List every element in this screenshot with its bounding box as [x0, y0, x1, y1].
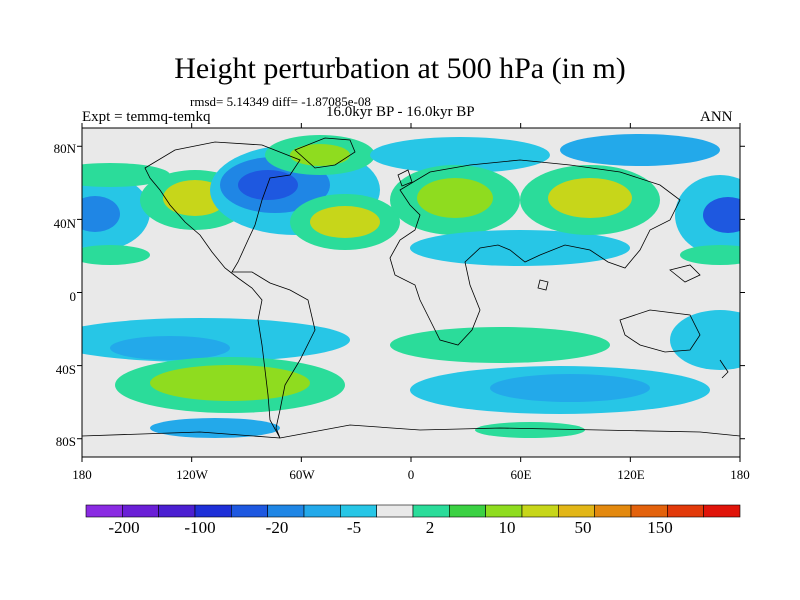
colorbar-swatch [194, 504, 232, 518]
lat-label: 40S [55, 362, 76, 377]
contour-band [670, 310, 740, 370]
contour-band [238, 170, 298, 200]
lat-label: 40N [53, 216, 76, 231]
colorbar-swatch [558, 504, 595, 518]
colorbar-label: 150 [647, 518, 673, 537]
experiment-label: Expt = temmq-temkq [82, 109, 211, 125]
colorbar-swatch [158, 504, 196, 518]
lon-label: 0 [407, 467, 415, 482]
season-label: ANN [700, 109, 733, 125]
contour-band [150, 365, 310, 401]
period-label: 16.0kyr BP - 16.0kyr BP [326, 104, 475, 120]
lon-label: 60E [510, 467, 532, 482]
colorbar-label: -20 [265, 518, 289, 537]
lon-label: 180 [72, 467, 92, 482]
colorbar [85, 504, 741, 518]
contour-band [110, 336, 230, 360]
colorbar-swatch [267, 504, 305, 518]
colorbar-swatch [231, 504, 268, 518]
lon-label: 180 [730, 467, 750, 482]
lat-label: 80S [55, 434, 76, 449]
contour-band [475, 422, 585, 438]
plot-title: Height perturbation at 500 hPa (in m) [174, 52, 626, 85]
colorbar-swatch [667, 504, 704, 518]
lon-label: 120E [617, 467, 645, 482]
colorbar-label: 2 [425, 518, 435, 537]
contour-band [82, 163, 170, 187]
colorbar-swatch [85, 504, 123, 518]
colorbar-swatch [122, 504, 159, 518]
colorbar-swatch [303, 504, 341, 518]
contour-band [703, 197, 740, 233]
colorbar-swatch [594, 504, 632, 518]
colorbar-label: -5 [346, 518, 362, 537]
colorbar-swatch [340, 504, 377, 518]
colorbar-swatch [521, 504, 559, 518]
contour-band [82, 196, 120, 232]
colorbar-label: -100 [184, 518, 216, 537]
contour-band [490, 374, 650, 402]
contour-band [390, 327, 610, 363]
lat-label: 0 [69, 289, 77, 304]
stats-text: rmsd= 5.14349 diff= -1.87085e-08 [190, 94, 371, 109]
contour-band [410, 230, 630, 266]
contour-band [417, 178, 493, 218]
colorbar-swatch [449, 504, 486, 518]
lat-label: 80N [53, 141, 76, 156]
colorbar-label: 50 [574, 518, 592, 537]
contour-field [82, 128, 740, 457]
colorbar-label: 10 [498, 518, 516, 537]
colorbar-swatch [376, 504, 414, 518]
coastlines [82, 137, 740, 439]
colorbar-swatch [630, 504, 668, 518]
colorbar-label: -200 [108, 518, 140, 537]
contour-band [82, 245, 150, 265]
contour-band [150, 418, 280, 438]
contour-band [370, 137, 550, 173]
lon-label: 120W [176, 467, 208, 482]
axis-ticks [77, 123, 745, 462]
contour-band [548, 178, 632, 218]
contour-band [680, 245, 740, 265]
colorbar-swatch [485, 504, 523, 518]
colorbar-swatch [412, 504, 450, 518]
contour-band [560, 134, 720, 166]
contour-band [290, 144, 350, 166]
colorbar-swatch [703, 504, 741, 518]
contour-band [310, 206, 380, 238]
lon-label: 60W [289, 467, 315, 482]
